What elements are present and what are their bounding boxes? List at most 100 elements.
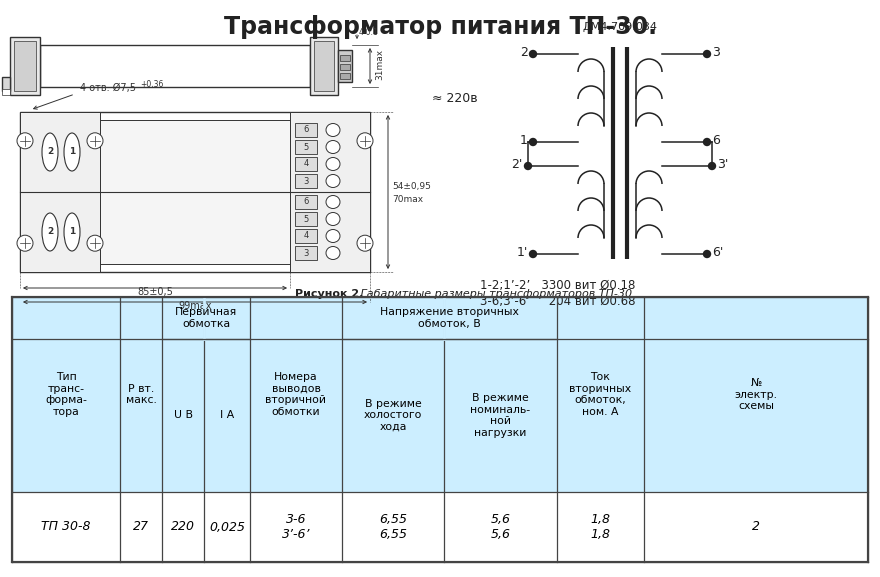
Bar [295, 229, 317, 243]
Ellipse shape [64, 133, 80, 171]
Text: Напряжение вторичных
обмоток, В: Напряжение вторичных обмоток, В [380, 307, 519, 329]
Circle shape [703, 138, 710, 145]
Ellipse shape [42, 133, 58, 171]
Bar [12, 297, 868, 492]
Bar [340, 64, 350, 70]
Ellipse shape [326, 141, 340, 153]
Bar [40, 45, 310, 87]
Circle shape [703, 250, 710, 257]
Text: 2: 2 [47, 227, 53, 237]
Circle shape [530, 250, 537, 257]
Bar [295, 140, 317, 154]
Text: 3-6;3’-6’     204 вит Ø0.68: 3-6;3’-6’ 204 вит Ø0.68 [480, 295, 635, 308]
Text: 54±0,95: 54±0,95 [392, 182, 431, 192]
Ellipse shape [326, 230, 340, 242]
Ellipse shape [326, 158, 340, 170]
Text: В режиме
холостого
хода: В режиме холостого хода [363, 399, 422, 432]
Bar [12, 297, 868, 562]
Circle shape [87, 235, 103, 251]
Text: 1,8
1,8: 1,8 1,8 [590, 513, 611, 541]
Circle shape [530, 51, 537, 58]
Text: В режиме
номиналь-
ной
нагрузки: В режиме номиналь- ной нагрузки [471, 393, 531, 438]
Text: 27: 27 [133, 520, 149, 534]
Text: 6,55
6,55: 6,55 6,55 [379, 513, 407, 541]
Text: 2': 2' [511, 159, 523, 171]
Bar [295, 157, 317, 171]
Bar [295, 195, 317, 209]
Bar [338, 50, 352, 82]
Text: 6: 6 [712, 134, 720, 148]
Bar [310, 37, 338, 95]
Text: 6: 6 [304, 197, 309, 207]
Circle shape [708, 163, 715, 170]
Text: Номера
выводов
вторичной
обмотки: Номера выводов вторичной обмотки [266, 372, 326, 417]
Text: Р вт.
макс.: Р вт. макс. [126, 384, 157, 405]
Ellipse shape [326, 123, 340, 137]
Text: 1: 1 [520, 134, 528, 148]
Text: U В: U В [173, 410, 193, 421]
Text: 4-0.1: 4-0.1 [359, 28, 378, 37]
Ellipse shape [326, 196, 340, 208]
Text: 1-2;1’-2’   3300 вит Ø0.18: 1-2;1’-2’ 3300 вит Ø0.18 [480, 279, 635, 292]
Bar [2, 89, 10, 95]
Text: 3': 3' [717, 159, 729, 171]
Bar [314, 41, 334, 91]
Text: Габаритные размеры трансформаторов ТП-30.: Габаритные размеры трансформаторов ТП-30… [357, 289, 635, 299]
Text: ≈ 220в: ≈ 220в [432, 92, 478, 104]
Bar [295, 246, 317, 260]
Bar [290, 112, 370, 272]
Bar [295, 123, 317, 137]
Circle shape [87, 133, 103, 149]
Bar [340, 73, 350, 79]
Bar [14, 41, 36, 91]
Bar [20, 112, 100, 272]
Text: 2: 2 [752, 520, 760, 534]
Text: 70max: 70max [392, 196, 423, 204]
Text: 6: 6 [304, 126, 309, 134]
Ellipse shape [326, 174, 340, 188]
Bar [12, 492, 868, 562]
Text: 5: 5 [304, 215, 309, 223]
Bar [295, 174, 317, 188]
Text: 1: 1 [69, 227, 75, 237]
Text: 31max: 31max [375, 48, 384, 80]
Text: 3: 3 [304, 177, 309, 185]
Circle shape [17, 235, 33, 251]
Bar [100, 120, 290, 264]
Text: 5,6
5,6: 5,6 5,6 [490, 513, 510, 541]
Text: ДМ4.709.034: ДМ4.709.034 [583, 22, 657, 32]
Text: 220: 220 [171, 520, 195, 534]
Ellipse shape [326, 212, 340, 226]
Circle shape [357, 133, 373, 149]
Bar [10, 37, 40, 95]
Circle shape [703, 51, 710, 58]
Text: +0,36: +0,36 [140, 80, 164, 89]
Text: 2: 2 [47, 148, 53, 156]
Ellipse shape [64, 213, 80, 251]
Text: 3-6
3’-6’: 3-6 3’-6’ [282, 513, 311, 541]
Text: I А: I А [220, 410, 234, 421]
Text: 99max: 99max [179, 301, 212, 311]
Text: Ток
вторичных
обмоток,
ном. А: Ток вторичных обмоток, ном. А [569, 372, 632, 417]
Text: 2: 2 [520, 47, 528, 59]
Text: №
электр.
схемы: № электр. схемы [735, 378, 778, 411]
Text: 5: 5 [304, 143, 309, 152]
Text: Тип
транс-
форма-
тора: Тип транс- форма- тора [45, 372, 87, 417]
Text: 4: 4 [304, 159, 309, 168]
Circle shape [17, 133, 33, 149]
Bar [2, 77, 10, 91]
Text: Трансформатор питания ТП-30.: Трансформатор питания ТП-30. [224, 15, 656, 39]
Text: 0,025: 0,025 [209, 520, 245, 534]
Bar [20, 112, 370, 272]
Circle shape [357, 235, 373, 251]
Circle shape [530, 138, 537, 145]
Text: 4 отв. Ø7,5: 4 отв. Ø7,5 [80, 83, 136, 93]
Circle shape [524, 163, 532, 170]
Text: 4: 4 [304, 231, 309, 241]
Text: 6': 6' [712, 246, 723, 260]
Ellipse shape [42, 213, 58, 251]
Text: 1: 1 [69, 148, 75, 156]
Text: 3: 3 [304, 249, 309, 257]
Text: Первичная
обмотка: Первичная обмотка [175, 307, 237, 329]
Bar [295, 212, 317, 226]
